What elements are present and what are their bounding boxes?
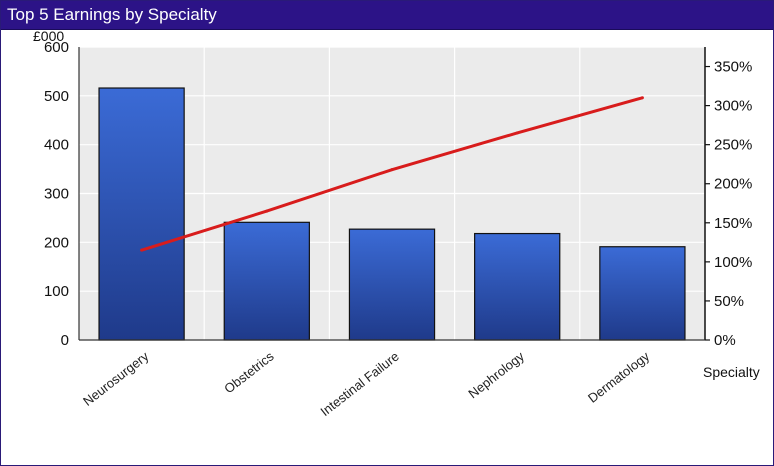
y-tick-label: 300 [44, 186, 69, 203]
y2-tick-label: 250% [714, 137, 752, 154]
y2-tick-label: 200% [714, 176, 752, 193]
y2-tick-label: 100% [714, 254, 752, 271]
bar [474, 232, 561, 341]
y-tick-label: 600 [44, 39, 69, 56]
right-axis-ticks: 0% 50% 100% 150% 200% 250% 300% 350% [705, 59, 752, 349]
y2-tick-label: 150% [714, 215, 752, 232]
category-axis-labels: Neurosurgery Obstetrics Intestinal Failure… [80, 348, 652, 419]
line-point [140, 248, 144, 252]
y-tick-label: 0 [61, 332, 69, 349]
bar [599, 246, 686, 341]
y-tick-label: 200 [44, 234, 69, 251]
bar [98, 87, 185, 341]
bar [223, 221, 310, 341]
line-series [140, 96, 644, 252]
line-point [265, 209, 269, 213]
category-label: Nephrology [465, 348, 527, 401]
panel-title-bar: Top 5 Earnings by Specialty [1, 1, 773, 30]
y2-tick-label: 350% [714, 59, 752, 76]
bar [348, 228, 436, 341]
panel-title: Top 5 Earnings by Specialty [7, 5, 217, 24]
category-label: Obstetrics [221, 348, 277, 396]
line-point [390, 168, 394, 172]
y-axis-label: £000 [33, 29, 64, 44]
y2-tick-label: 0% [714, 332, 736, 349]
y-tick-label: 400 [44, 137, 69, 154]
axes [78, 47, 706, 341]
x-axis-label: Specialty [703, 364, 760, 380]
category-label: Neurosurgery [80, 348, 152, 409]
line-point [640, 96, 644, 100]
category-label: Intestinal Failure [317, 349, 401, 420]
y2-tick-label: 300% [714, 98, 752, 115]
y-tick-label: 100 [44, 283, 69, 300]
y2-tick-label: 50% [714, 293, 744, 310]
left-axis-ticks: 0 100 200 300 400 500 600 [44, 39, 69, 349]
y-tick-label: 500 [44, 88, 69, 105]
bar-series [98, 87, 686, 341]
line-point [515, 131, 519, 135]
earnings-chart: 0 100 200 300 400 500 600 0% 50% 100% 150% 200% 250… [33, 29, 760, 419]
category-label: Dermatology [585, 348, 653, 405]
